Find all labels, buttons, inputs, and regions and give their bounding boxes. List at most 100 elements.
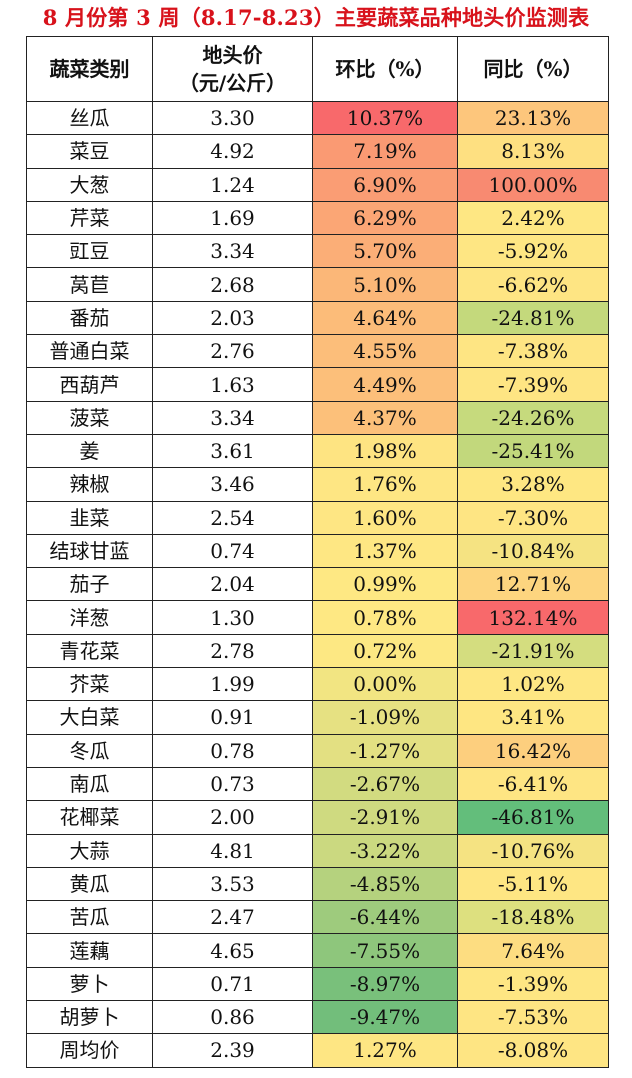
cell-mom: 0.72%	[312, 633, 458, 669]
table-row: 青花菜 2.78 0.72% -21.91%	[26, 633, 609, 669]
cell-mom: 4.64%	[312, 300, 458, 336]
cell-yoy: 100.00%	[457, 167, 609, 202]
cell-price: 4.81	[152, 833, 313, 868]
cell-mom: -4.85%	[312, 866, 458, 902]
cell-name: 大蒜	[26, 833, 153, 868]
table-row: 苦瓜 2.47 -6.44% -18.48%	[26, 900, 609, 935]
cell-mom: 0.78%	[312, 600, 458, 635]
table-row: 芹菜 1.69 6.29% 2.42%	[26, 200, 609, 236]
table-row: 辣椒 3.46 1.76% 3.28%	[26, 467, 609, 502]
cell-mom: 6.29%	[312, 200, 458, 236]
cell-yoy: 1.02%	[457, 667, 609, 702]
cell-name: 洋葱	[26, 600, 153, 635]
cell-name: 菠菜	[26, 400, 153, 435]
table-row: 大白菜 0.91 -1.09% 3.41%	[26, 700, 609, 735]
cell-name: 姜	[26, 433, 153, 469]
table-row: 南瓜 0.73 -2.67% -6.41%	[26, 766, 609, 802]
cell-name: 胡萝卜	[26, 1000, 153, 1035]
table-row: 大葱 1.24 6.90% 100.00%	[26, 167, 609, 202]
cell-price: 2.76	[152, 334, 313, 369]
cell-name: 南瓜	[26, 766, 153, 802]
cell-price: 2.78	[152, 633, 313, 669]
cell-yoy: -6.62%	[457, 267, 609, 302]
cell-mom: 6.90%	[312, 167, 458, 202]
cell-price: 0.73	[152, 766, 313, 802]
cell-price: 0.78	[152, 733, 313, 768]
cell-mom: 4.37%	[312, 400, 458, 435]
cell-yoy: -6.41%	[457, 766, 609, 802]
cell-name: 青花菜	[26, 633, 153, 669]
cell-yoy: 3.41%	[457, 700, 609, 735]
table-row: 西葫芦 1.63 4.49% -7.39%	[26, 367, 609, 402]
cell-price: 0.91	[152, 700, 313, 735]
cell-price: 3.34	[152, 400, 313, 435]
table-row: 韭菜 2.54 1.60% -7.30%	[26, 500, 609, 535]
cell-price: 1.99	[152, 667, 313, 702]
cell-price: 1.30	[152, 600, 313, 635]
cell-mom: 1.37%	[312, 533, 458, 569]
cell-price: 4.92	[152, 134, 313, 169]
cell-price: 2.00	[152, 800, 313, 835]
cell-yoy: -25.41%	[457, 433, 609, 469]
cell-name: 丝瓜	[26, 100, 153, 136]
cell-yoy: -7.38%	[457, 334, 609, 369]
cell-price: 3.46	[152, 467, 313, 502]
cell-mom: 0.99%	[312, 567, 458, 602]
cell-yoy: 8.13%	[457, 134, 609, 169]
table-row: 茄子 2.04 0.99% 12.71%	[26, 567, 609, 602]
cell-mom: 0.00%	[312, 667, 458, 702]
table-row: 莴苣 2.68 5.10% -6.62%	[26, 267, 609, 302]
cell-price: 2.68	[152, 267, 313, 302]
table-row: 萝卜 0.71 -8.97% -1.39%	[26, 966, 609, 1002]
cell-mom: 5.70%	[312, 234, 458, 269]
cell-mom: -2.67%	[312, 766, 458, 802]
table-row: 结球甘蓝 0.74 1.37% -10.84%	[26, 533, 609, 569]
cell-mom: 10.37%	[312, 100, 458, 136]
header-mom: 环比（%）	[312, 36, 458, 102]
cell-name: 芹菜	[26, 200, 153, 236]
cell-mom: 1.98%	[312, 433, 458, 469]
cell-name: 莲藕	[26, 933, 153, 968]
cell-mom: 7.19%	[312, 134, 458, 169]
cell-yoy: 2.42%	[457, 200, 609, 236]
cell-yoy: -7.39%	[457, 367, 609, 402]
header-yoy: 同比（%）	[457, 36, 609, 102]
cell-mom: 1.76%	[312, 467, 458, 502]
cell-yoy: -24.81%	[457, 300, 609, 336]
cell-price: 0.74	[152, 533, 313, 569]
cell-mom: -1.09%	[312, 700, 458, 735]
cell-name: 西葫芦	[26, 367, 153, 402]
cell-mom: 1.60%	[312, 500, 458, 535]
table-row: 大蒜 4.81 -3.22% -10.76%	[26, 833, 609, 868]
cell-mom: -1.27%	[312, 733, 458, 768]
cell-yoy: -5.92%	[457, 234, 609, 269]
cell-mom: 5.10%	[312, 267, 458, 302]
cell-price: 2.03	[152, 300, 313, 336]
table-row: 黄瓜 3.53 -4.85% -5.11%	[26, 866, 609, 902]
header-category: 蔬菜类别	[26, 36, 153, 102]
header-price-line1: 地头价	[202, 43, 263, 67]
cell-name: 花椰菜	[26, 800, 153, 835]
cell-yoy: 23.13%	[457, 100, 609, 136]
cell-price: 2.47	[152, 900, 313, 935]
cell-price: 2.54	[152, 500, 313, 535]
cell-yoy: -10.84%	[457, 533, 609, 569]
cell-name: 结球甘蓝	[26, 533, 153, 569]
cell-mom: -9.47%	[312, 1000, 458, 1035]
table-row: 番茄 2.03 4.64% -24.81%	[26, 300, 609, 336]
cell-price: 4.65	[152, 933, 313, 968]
cell-name: 芥菜	[26, 667, 153, 702]
cell-price: 2.39	[152, 1033, 313, 1068]
table-header-row: 蔬菜类别 地头价 （元/公斤） 环比（%） 同比（%）	[26, 36, 609, 102]
cell-yoy: 12.71%	[457, 567, 609, 602]
cell-yoy: 7.64%	[457, 933, 609, 968]
cell-price: 0.86	[152, 1000, 313, 1035]
cell-price: 1.63	[152, 367, 313, 402]
cell-name: 辣椒	[26, 467, 153, 502]
cell-yoy: -18.48%	[457, 900, 609, 935]
table-row: 丝瓜 3.30 10.37% 23.13%	[26, 100, 609, 136]
cell-name: 苦瓜	[26, 900, 153, 935]
cell-name: 番茄	[26, 300, 153, 336]
cell-name: 黄瓜	[26, 866, 153, 902]
table-row: 豇豆 3.34 5.70% -5.92%	[26, 234, 609, 269]
